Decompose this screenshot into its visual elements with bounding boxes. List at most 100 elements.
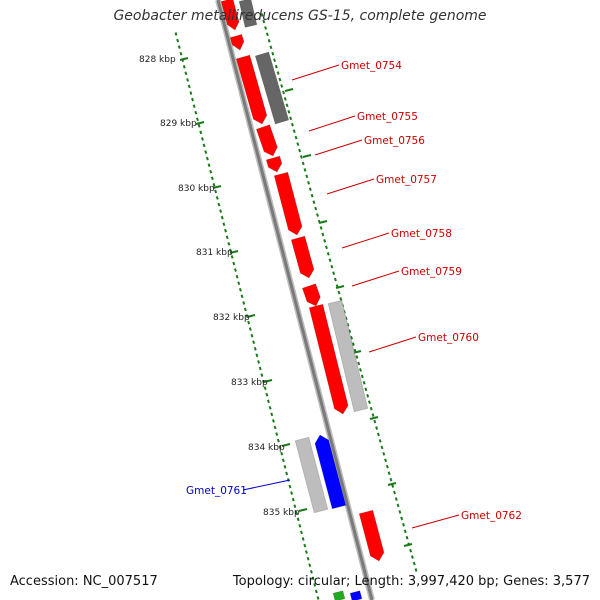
- genome-summary-text: Topology: circular; Length: 3,997,420 bp…: [232, 574, 590, 589]
- gene-label-gmet-0756: Gmet_0756: [364, 135, 425, 147]
- right-scale-tick: [409, 548, 413, 553]
- left-scale-tick: [237, 281, 241, 286]
- right-major-tick: [335, 285, 345, 289]
- left-scale-tick: [247, 320, 251, 325]
- right-scale-tick: [366, 393, 370, 398]
- right-scale-tick: [278, 77, 282, 82]
- left-scale-tick: [295, 510, 298, 515]
- right-scale-tick: [333, 277, 337, 282]
- gene-label-leader: [326, 178, 375, 195]
- gene-label-leader: [291, 64, 340, 81]
- right-scale-tick: [265, 32, 269, 37]
- right-scale-tick: [394, 497, 398, 501]
- left-scale-tick: [285, 471, 289, 476]
- gene-feature-gmet-0754: [236, 55, 267, 124]
- gene-label-leader: [308, 115, 356, 132]
- right-scale-tick: [337, 290, 341, 295]
- right-scale-tick: [316, 213, 319, 217]
- left-scale-tick: [308, 563, 312, 568]
- right-scale-tick: [294, 135, 298, 140]
- gene-label-gmet-0759: Gmet_0759: [401, 266, 462, 278]
- scale-label: 833 kbp: [231, 378, 268, 388]
- left-scale-tick: [199, 130, 203, 135]
- right-scale-tick: [400, 516, 404, 521]
- scale-labels: 828 kbp 829 kbp 830 kbp 831 kbp 832 kbp 833 k…: [139, 55, 300, 518]
- left-scale-tick: [224, 228, 227, 233]
- right-scale-tick: [305, 174, 309, 179]
- right-scale-tick: [271, 51, 275, 56]
- left-scale-tick: [238, 287, 242, 292]
- right-scale-tick: [382, 452, 386, 456]
- left-scale-tick: [268, 405, 272, 410]
- scale-major-tick: [263, 379, 273, 383]
- right-scale-tick: [262, 19, 266, 24]
- gene-feature-gmet-0759: [302, 283, 321, 306]
- right-scale-tick: [351, 342, 355, 346]
- right-scale-tick: [369, 406, 373, 411]
- left-scale-tick: [313, 583, 317, 587]
- right-scale-tick: [359, 368, 362, 372]
- other-feature-bottom-green: [333, 590, 345, 600]
- right-scale-tick: [283, 97, 287, 101]
- left-scale-tick: [296, 517, 300, 522]
- left-scale-tick: [263, 386, 267, 390]
- right-scale-tick: [299, 155, 303, 159]
- left-scale-tick: [220, 215, 224, 220]
- right-scale-tick: [310, 193, 314, 198]
- left-scale-tick: [240, 294, 244, 299]
- right-scale-tick: [328, 258, 332, 263]
- scale-label: 835 kbp: [263, 508, 300, 518]
- right-scale-tick: [362, 381, 366, 385]
- gene-label-gmet-0761: Gmet_0761: [186, 485, 247, 497]
- gene-feature-gmet-0757: [274, 172, 302, 235]
- left-scale-tick: [229, 248, 232, 253]
- left-scale-tick: [291, 497, 295, 502]
- other-feature-gmet-0761-edge: [294, 436, 329, 514]
- scale-label: 831 kbp: [196, 248, 233, 258]
- left-scale-tick: [306, 556, 310, 561]
- left-scale-tick: [215, 196, 219, 200]
- right-scale-tick: [276, 71, 280, 75]
- right-scale-tick: [282, 90, 285, 95]
- left-scale-tick: [217, 202, 221, 207]
- scale-major-tick: [195, 121, 205, 125]
- right-major-tick: [369, 416, 379, 420]
- right-scale-tick: [405, 535, 409, 540]
- right-major-tick: [284, 88, 294, 92]
- right-scale-tick: [274, 64, 278, 69]
- left-scale-tick: [222, 222, 226, 227]
- gene-label-leader: [351, 270, 400, 287]
- left-scale-tick: [298, 524, 302, 528]
- gene-feature-gmet-0759-edge: [301, 283, 321, 307]
- right-scale-tick: [410, 555, 414, 559]
- right-scale-tick: [375, 426, 379, 430]
- right-scale-tick: [348, 329, 352, 334]
- gene-label-leader: [341, 232, 390, 249]
- left-scale-tick: [184, 71, 188, 76]
- left-scale-tick: [196, 117, 199, 122]
- other-feature-gmet-0754: [255, 52, 289, 124]
- right-scale-tick: [296, 142, 300, 146]
- left-scale-tick: [255, 353, 259, 358]
- right-scale-tick: [326, 251, 330, 256]
- genome-backbone: [215, 0, 375, 600]
- gene-feature-gmet-0758-edge: [290, 235, 315, 279]
- right-scale-tick: [285, 103, 289, 108]
- gene-feature-top-partial-edge: [220, 0, 240, 31]
- gene-label-gmet-0757: Gmet_0757: [376, 174, 437, 186]
- right-scale-tick: [384, 458, 388, 463]
- gene-feature-gmet-0755-edge: [255, 124, 278, 157]
- right-scale-tick: [364, 387, 368, 392]
- right-scale-tick: [402, 523, 405, 527]
- right-scale-tick: [360, 374, 364, 379]
- left-scale-tick: [281, 458, 285, 463]
- right-major-tick: [318, 220, 328, 224]
- left-scale-tick: [257, 360, 261, 364]
- scale-major-tick: [281, 443, 291, 447]
- left-scale-tick: [265, 392, 269, 397]
- scale-label: 832 kbp: [213, 313, 250, 323]
- gene-feature-gmet-0761: [315, 435, 346, 509]
- left-scale-tick: [316, 596, 320, 600]
- left-scale-tick: [230, 255, 234, 259]
- right-scale-tick: [389, 477, 393, 482]
